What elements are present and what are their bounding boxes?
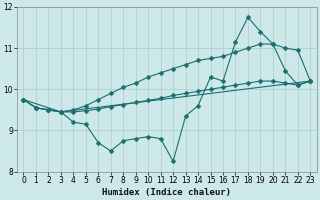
X-axis label: Humidex (Indice chaleur): Humidex (Indice chaleur)	[102, 188, 231, 197]
